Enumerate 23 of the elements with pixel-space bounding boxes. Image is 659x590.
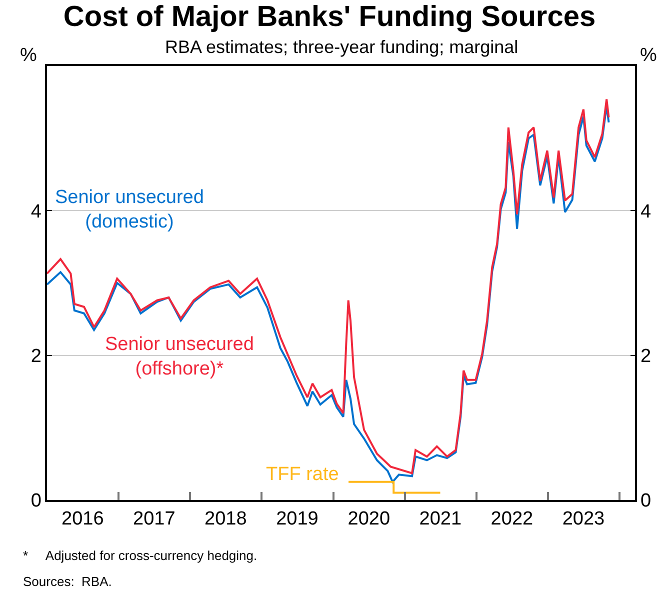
y2-tick-label: 0 bbox=[640, 490, 652, 512]
y-axis-title: % bbox=[20, 45, 37, 66]
source-note: Sources: RBA. bbox=[23, 574, 112, 589]
x-tick-label: 2018 bbox=[204, 508, 247, 530]
x-tick-label: 2016 bbox=[62, 508, 104, 530]
y2-tick-label: 4 bbox=[640, 201, 652, 222]
text: Senior unsecured (domestic) bbox=[55, 187, 204, 233]
chart-subtitle: RBA estimates; three-year funding; marginal bbox=[165, 37, 518, 57]
y2-tick-label: 2 bbox=[640, 346, 652, 367]
x-tick-label: 2020 bbox=[348, 508, 390, 530]
x-tick-label: 2019 bbox=[276, 508, 318, 530]
x-tick-label: 2021 bbox=[419, 508, 462, 530]
x-tick-label: 2023 bbox=[562, 508, 605, 530]
x-tick-label: 2022 bbox=[490, 508, 534, 530]
series-label: Senior unsecured (offshore)* bbox=[105, 334, 254, 380]
text: * Adjusted for cross-currency hedging. bbox=[23, 548, 258, 563]
y2-axis-title: % bbox=[640, 45, 657, 66]
y-tick-label: 2 bbox=[30, 346, 42, 367]
series-label: TFF rate bbox=[266, 464, 339, 485]
y-tick-label: 4 bbox=[30, 201, 42, 222]
y-tick-label: 0 bbox=[30, 490, 42, 512]
x-tick-label: 2017 bbox=[133, 508, 176, 530]
chart-title: Cost of Major Banks' Funding Sources bbox=[63, 1, 596, 34]
